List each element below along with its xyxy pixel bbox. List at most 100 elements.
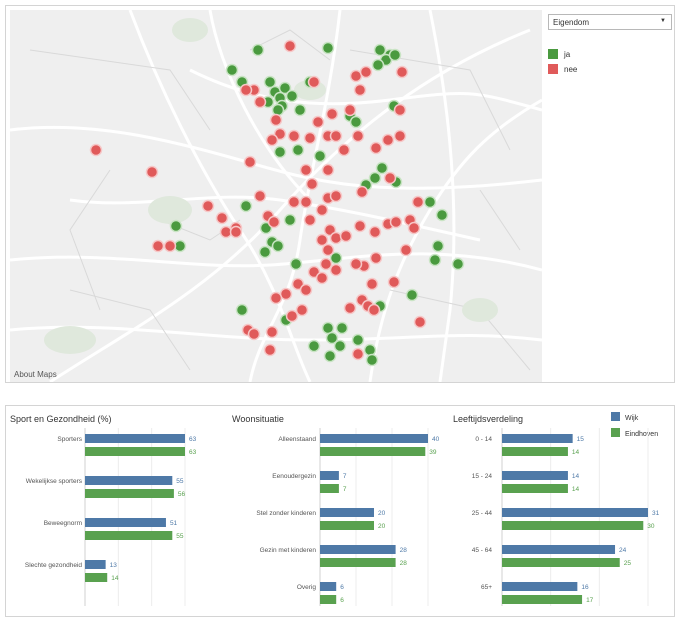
map-marker-ja[interactable] [451,257,465,271]
map-marker-nee[interactable] [325,107,339,121]
map-marker-nee[interactable] [339,229,353,243]
map-marker-nee[interactable] [315,203,329,217]
map-marker-ja[interactable] [273,145,287,159]
map-marker-nee[interactable] [285,309,299,323]
map-marker-ja[interactable] [239,199,253,213]
map-marker-ja[interactable] [373,43,387,57]
map-marker-nee[interactable] [319,257,333,271]
map-marker-nee[interactable] [265,325,279,339]
map-marker-nee[interactable] [381,133,395,147]
map-marker-nee[interactable] [239,83,253,97]
map-marker-nee[interactable] [263,343,277,357]
map-marker-nee[interactable] [163,239,177,253]
map-marker-nee[interactable] [253,189,267,203]
map-marker-ja[interactable] [169,219,183,233]
bar-eindhoven[interactable] [85,447,185,456]
map-marker-nee[interactable] [247,327,261,341]
map-marker-nee[interactable] [201,199,215,213]
map-marker-ja[interactable] [271,103,285,117]
map-marker-ja[interactable] [251,43,265,57]
legend-item-nee[interactable]: nee [548,63,577,75]
map-marker-nee[interactable] [383,171,397,185]
map-marker-ja[interactable] [363,343,377,357]
map-canvas[interactable] [10,10,542,382]
map-marker-nee[interactable] [287,129,301,143]
bar-eindhoven[interactable] [502,484,568,493]
map-marker-ja[interactable] [351,333,365,347]
map-marker-nee[interactable] [303,131,317,145]
bar-eindhoven[interactable] [502,595,583,604]
map-marker-nee[interactable] [305,177,319,191]
map-marker-ja[interactable] [291,143,305,157]
map-marker-ja[interactable] [349,115,363,129]
eigendom-filter-dropdown[interactable]: Eigendom ▼ [548,14,672,30]
map-marker-nee[interactable] [145,165,159,179]
map-marker-ja[interactable] [258,245,272,259]
map-marker-nee[interactable] [413,315,427,329]
map-marker-nee[interactable] [243,155,257,169]
map-marker-nee[interactable] [359,65,373,79]
map-marker-nee[interactable] [89,143,103,157]
bar-wijk[interactable] [320,508,374,517]
map-marker-ja[interactable] [368,171,382,185]
map-marker-ja[interactable] [365,353,379,367]
map-marker-nee[interactable] [315,271,329,285]
map-marker-nee[interactable] [311,115,325,129]
bar-eindhoven[interactable] [502,447,568,456]
bar-wijk[interactable] [85,434,185,443]
map-marker-ja[interactable] [329,251,343,265]
map-marker-nee[interactable] [387,275,401,289]
bar-wijk[interactable] [320,471,339,480]
map-marker-nee[interactable] [407,221,421,235]
map-marker-nee[interactable] [399,243,413,257]
bar-wijk[interactable] [502,471,568,480]
map-marker-nee[interactable] [367,303,381,317]
map-area[interactable]: About Maps [10,10,542,382]
bar-wijk[interactable] [85,560,106,569]
bar-wijk[interactable] [85,476,173,485]
map-marker-ja[interactable] [423,195,437,209]
map-marker-nee[interactable] [151,239,165,253]
map-marker-nee[interactable] [393,103,407,117]
bar-wijk[interactable] [320,582,337,591]
bar-wijk[interactable] [85,518,166,527]
map-marker-ja[interactable] [235,303,249,317]
map-marker-nee[interactable] [299,195,313,209]
map-marker-nee[interactable] [365,277,379,291]
map-marker-nee[interactable] [215,211,229,225]
map-marker-nee[interactable] [295,303,309,317]
map-marker-nee[interactable] [343,103,357,117]
map-marker-ja[interactable] [278,81,292,95]
map-marker-nee[interactable] [329,231,343,245]
bar-wijk[interactable] [320,434,428,443]
map-marker-nee[interactable] [299,283,313,297]
map-marker-nee[interactable] [411,195,425,209]
bar-eindhoven[interactable] [85,531,173,540]
map-marker-ja[interactable] [375,161,389,175]
map-marker-nee[interactable] [329,263,343,277]
map-marker-nee[interactable] [355,185,369,199]
map-marker-nee[interactable] [351,347,365,361]
map-marker-nee[interactable] [393,129,407,143]
map-marker-nee[interactable] [369,141,383,155]
bar-eindhoven[interactable] [320,447,426,456]
map-marker-nee[interactable] [299,163,313,177]
map-marker-nee[interactable] [349,257,363,271]
map-marker-ja[interactable] [225,63,239,77]
map-marker-ja[interactable] [323,349,337,363]
map-marker-nee[interactable] [267,215,281,229]
bar-eindhoven[interactable] [85,573,108,582]
about-maps-link[interactable]: About Maps [14,370,57,379]
map-marker-ja[interactable] [428,253,442,267]
map-marker-nee[interactable] [307,75,321,89]
bar-wijk[interactable] [502,582,578,591]
map-marker-nee[interactable] [353,83,367,97]
map-marker-nee[interactable] [395,65,409,79]
map-marker-nee[interactable] [321,243,335,257]
map-marker-nee[interactable] [329,129,343,143]
map-marker-nee[interactable] [229,225,243,239]
map-marker-ja[interactable] [285,89,299,103]
map-marker-ja[interactable] [333,339,347,353]
map-marker-nee[interactable] [287,195,301,209]
bar-eindhoven[interactable] [320,558,396,567]
